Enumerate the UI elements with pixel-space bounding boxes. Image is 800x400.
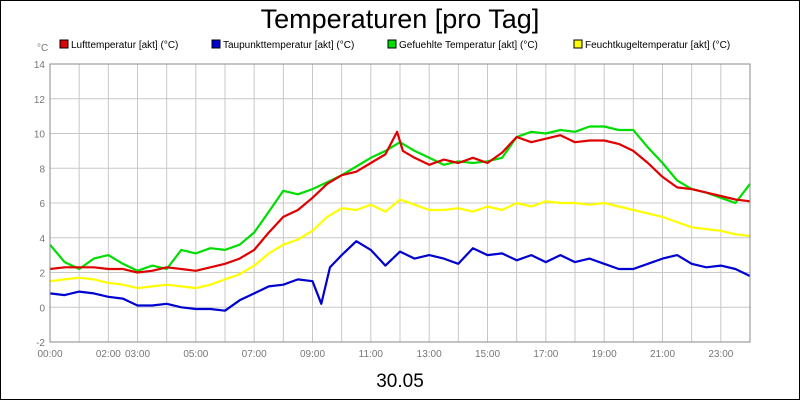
y-tick-label: 8	[39, 164, 45, 175]
legend-swatch	[211, 39, 221, 49]
x-tick-label: 05:00	[183, 349, 208, 360]
legend: Lufttemperatur [akt] (°C) Taupunkttempera…	[59, 39, 730, 51]
legend-label: Feuchtkugeltemperatur [akt] (°C)	[585, 40, 730, 51]
grid-lines	[49, 63, 751, 343]
plot-border-rect	[49, 63, 751, 343]
y-tick-label: 10	[34, 130, 46, 141]
legend-label: Taupunkttemperatur [akt] (°C)	[223, 40, 354, 51]
series-lines	[49, 125, 751, 312]
series-line-0	[49, 130, 751, 274]
y-tick-label: 2	[39, 269, 45, 280]
legend-item-1: Taupunkttemperatur [akt] (°C)	[211, 39, 354, 51]
x-axis: 00:00 02:00 03:00 05:00 07:00 09:00 11:00 13:00…	[37, 349, 733, 360]
series-line-1	[49, 240, 751, 312]
x-tick-label: 09:00	[300, 349, 325, 360]
y-tick-label: 14	[34, 60, 46, 71]
x-tick-label: 07:00	[242, 349, 267, 360]
x-tick-label: 13:00	[417, 349, 442, 360]
legend-swatch	[573, 39, 583, 49]
y-axis-unit: °C	[37, 43, 48, 54]
x-tick-label: 17:00	[533, 349, 558, 360]
x-tick-label: 19:00	[592, 349, 617, 360]
legend-swatch	[59, 39, 69, 49]
legend-label: Gefuehlte Temperatur [akt] (°C)	[399, 40, 538, 51]
y-tick-label: 0	[39, 303, 45, 314]
legend-item-3: Feuchtkugeltemperatur [akt] (°C)	[573, 39, 730, 51]
x-tick-label: 21:00	[650, 349, 675, 360]
x-tick-label: 15:00	[475, 349, 500, 360]
legend-swatch	[387, 39, 397, 49]
x-tick-label: 02:00	[96, 349, 121, 360]
y-tick-label: 12	[34, 95, 46, 106]
y-tick-label: -2	[36, 338, 45, 349]
chart-title: Temperaturen [pro Tag]	[261, 4, 540, 34]
y-axis: -2 0 2 4 6 8 10 12 14	[34, 60, 46, 349]
plot-border	[49, 63, 751, 343]
legend-label: Lufttemperatur [akt] (°C)	[71, 40, 178, 51]
x-tick-label: 00:00	[37, 349, 62, 360]
x-tick-label: 11:00	[359, 349, 384, 360]
legend-item-0: Lufttemperatur [akt] (°C)	[59, 39, 178, 51]
x-tick-label: 23:00	[708, 349, 733, 360]
y-tick-label: 6	[39, 199, 45, 210]
x-axis-date-label: 30.05	[376, 371, 424, 392]
series-line-3	[49, 198, 751, 290]
x-tick-label: 03:00	[125, 349, 150, 360]
y-tick-label: 4	[39, 234, 45, 245]
legend-item-2: Gefuehlte Temperatur [akt] (°C)	[387, 39, 538, 51]
